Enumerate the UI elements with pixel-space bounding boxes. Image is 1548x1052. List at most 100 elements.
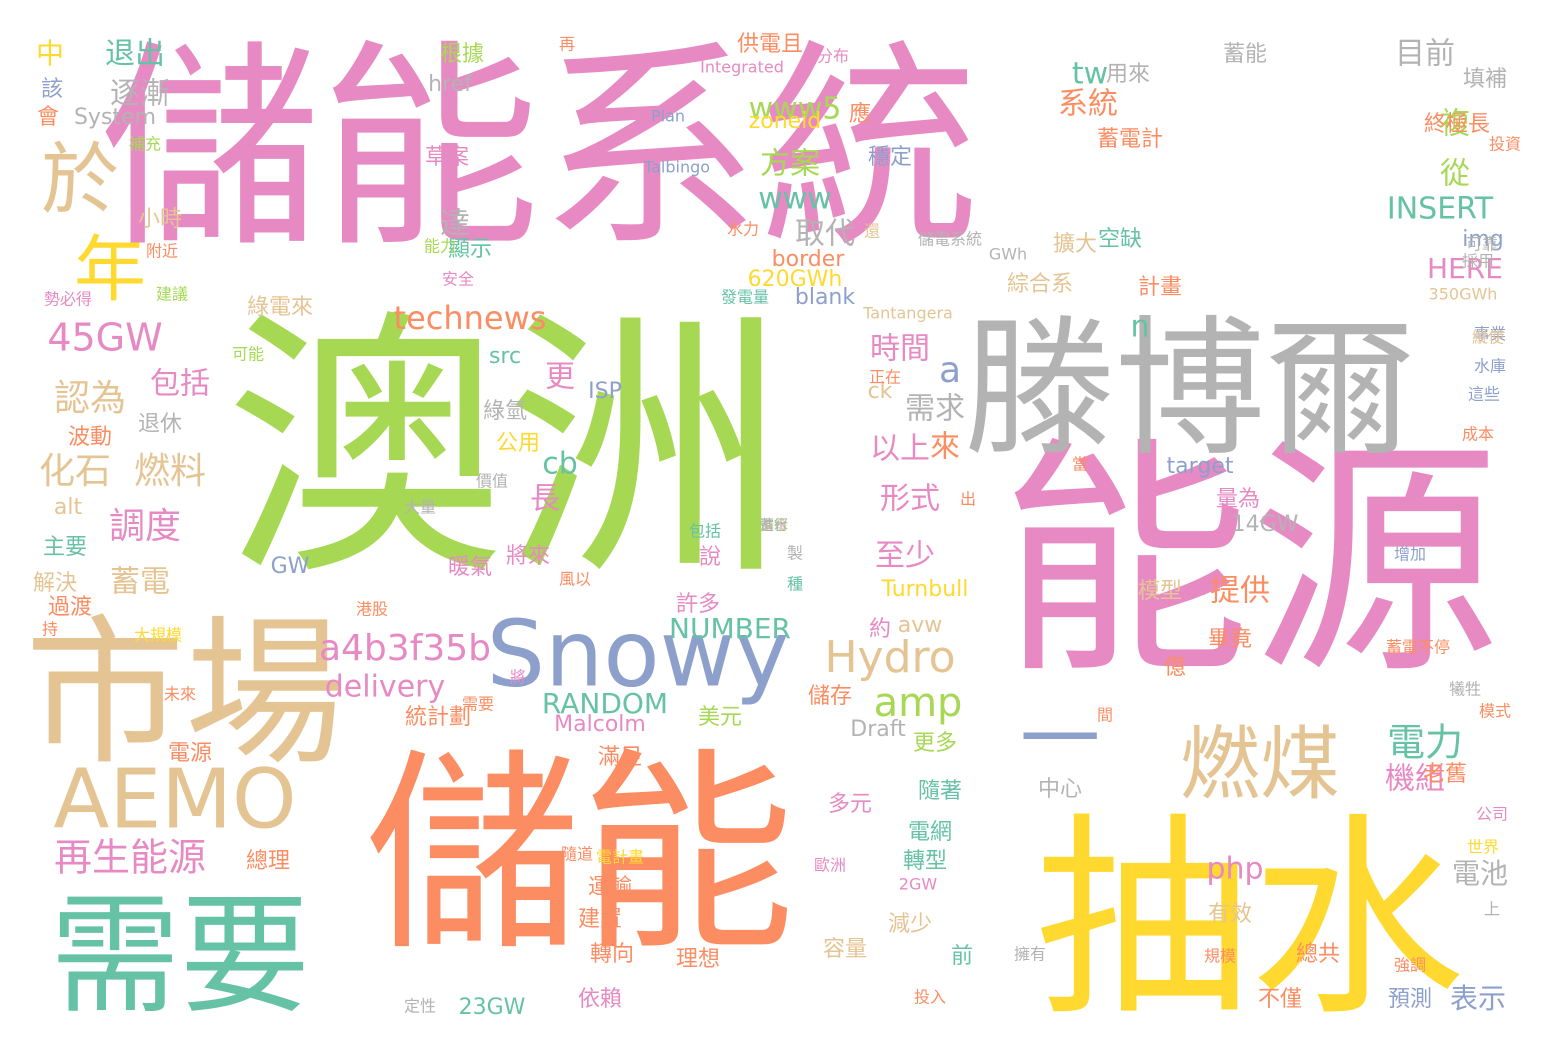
cloud-word: 出 — [960, 490, 976, 509]
cloud-word: 價值 — [476, 472, 508, 491]
cloud-word: 退休 — [138, 412, 182, 437]
cloud-word: 採用 — [1462, 252, 1494, 271]
cloud-word: 填補 — [1463, 67, 1507, 92]
cloud-word: 會 — [37, 105, 59, 130]
cloud-word: 一 — [1020, 693, 1100, 786]
cloud-word: 風以 — [559, 570, 591, 589]
cloud-word: 成本 — [1462, 425, 1494, 444]
cloud-word: 美元 — [698, 705, 742, 730]
cloud-word: 電池 — [1452, 857, 1508, 890]
cloud-word: 量為 — [1216, 487, 1260, 512]
cloud-word: 解決 — [33, 571, 77, 596]
cloud-word: 退出 — [105, 37, 165, 72]
cloud-word: AEMO — [53, 752, 296, 847]
cloud-word: 蓄電不停 — [1386, 638, 1450, 657]
cloud-word: 需求 — [905, 392, 965, 427]
cloud-word: 方案 — [760, 147, 820, 182]
cloud-word: 投入 — [914, 988, 946, 1007]
cloud-word: 滿足 — [598, 745, 642, 770]
cloud-word: 許多 — [676, 592, 720, 617]
cloud-word: 老舊 — [1423, 762, 1467, 787]
cloud-word: 用來 — [1106, 62, 1150, 87]
cloud-word: zoneid — [749, 109, 822, 134]
cloud-word: 畢竟 — [1208, 627, 1252, 652]
cloud-word: 350GWh — [1429, 285, 1498, 304]
cloud-word: tw — [1072, 57, 1108, 92]
cloud-word: 增加 — [1394, 545, 1426, 564]
cloud-word: 目前 — [1395, 37, 1455, 72]
cloud-word: 億 — [1164, 655, 1186, 680]
cloud-word: 年 — [74, 228, 146, 312]
cloud-word: 能源 — [1000, 416, 1500, 707]
cloud-word: HERE — [1427, 252, 1503, 285]
cloud-word: 提供 — [1210, 574, 1270, 609]
cloud-word: 電計畫 — [596, 848, 644, 867]
cloud-word: 形式 — [880, 482, 940, 517]
cloud-word: php — [1206, 852, 1263, 887]
cloud-word: 終極長 — [1424, 112, 1490, 137]
cloud-word: 草案 — [425, 145, 469, 170]
cloud-word: 大量 — [404, 498, 436, 517]
cloud-word: 大規模 — [134, 626, 182, 645]
cloud-word: 預測 — [1388, 987, 1432, 1012]
cloud-word: 蓄電計 — [1097, 127, 1163, 152]
cloud-word: target — [1167, 454, 1234, 479]
cloud-word: amp — [874, 680, 963, 726]
cloud-word: ISP — [588, 379, 622, 404]
cloud-word: 機組 — [1385, 762, 1445, 797]
cloud-word: img — [1462, 227, 1504, 252]
cloud-word: 計畫 — [1138, 275, 1182, 300]
cloud-word: 14GW — [1232, 512, 1299, 537]
cloud-word: 定性 — [404, 997, 436, 1016]
cloud-word: 當 — [1072, 455, 1088, 474]
cloud-word: 容量 — [823, 937, 867, 962]
cloud-word: ck — [868, 379, 893, 404]
cloud-word: 暖氣 — [448, 555, 492, 580]
cloud-word: 將 — [510, 668, 526, 687]
cloud-word: 電源 — [168, 741, 212, 766]
cloud-word: 模式 — [1479, 702, 1511, 721]
cloud-word: 未來 — [164, 685, 196, 704]
cloud-word: 蓄電 — [110, 565, 170, 600]
cloud-word: 運輸 — [588, 875, 632, 900]
cloud-word: 隨道 — [561, 845, 593, 864]
cloud-word: 總理 — [246, 849, 290, 874]
cloud-word: 轉型 — [903, 849, 947, 874]
cloud-word: 燃料 — [134, 451, 206, 492]
cloud-word: 事業 — [1474, 325, 1506, 344]
cloud-word: 需要 — [462, 695, 494, 714]
cloud-word: 公用 — [496, 431, 540, 456]
cloud-word: 滕博爾 — [965, 303, 1415, 477]
cloud-word: 主要 — [43, 535, 87, 560]
cloud-word: 23GW — [459, 995, 526, 1020]
cloud-word: GW — [271, 554, 310, 579]
cloud-word: 2GW — [899, 875, 938, 894]
cloud-word: 中 — [36, 37, 64, 70]
cloud-word: Tantangera — [862, 304, 953, 323]
cloud-word: 達 — [440, 207, 470, 242]
cloud-word: 還 — [864, 222, 880, 241]
cloud-word: Integrated — [700, 58, 784, 77]
cloud-word: 長 — [530, 482, 560, 517]
cloud-word: 儲能系統 — [100, 21, 980, 277]
cloud-word: cb — [542, 447, 578, 482]
cloud-word: www5 — [749, 92, 842, 127]
cloud-word: 綠電來 — [247, 295, 313, 320]
cloud-word: RANDOM — [542, 687, 668, 720]
cloud-word: Plan — [651, 107, 685, 126]
cloud-word: INSERT — [1387, 192, 1494, 227]
cloud-word: 時間 — [870, 332, 930, 367]
cloud-word: 燃煤 — [1180, 718, 1340, 811]
cloud-word: 取代 — [795, 217, 855, 252]
cloud-word: 理想 — [676, 947, 720, 972]
cloud-word: 儲存 — [808, 684, 852, 709]
cloud-word: 前 — [951, 944, 973, 969]
cloud-word: 潛發 — [760, 518, 788, 534]
cloud-word: System — [74, 105, 156, 130]
cloud-word: 澳洲 — [225, 288, 785, 614]
cloud-word: 犧牲 — [1449, 680, 1481, 699]
cloud-word: Hydro — [824, 632, 955, 683]
cloud-word: 進行 — [760, 518, 788, 534]
cloud-word: 歐洲 — [814, 856, 846, 875]
cloud-word: 隨著 — [918, 779, 962, 804]
